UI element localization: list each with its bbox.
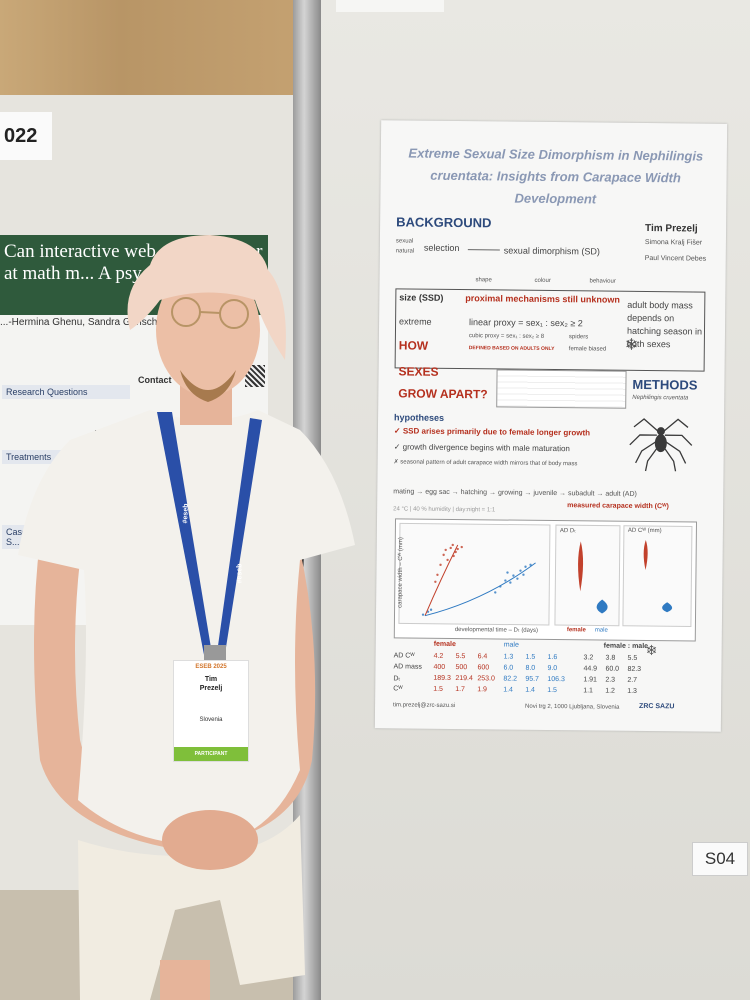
paper-strip	[336, 0, 444, 12]
badge-role: PARTICIPANT	[174, 747, 248, 761]
lanyard-text-2: #eseb	[236, 563, 244, 584]
scientific-poster: Extreme Sexual Size Dimorphism in Nephil…	[374, 120, 728, 732]
results-figure: developmental time – Dₜ (days) carapace …	[393, 518, 698, 642]
lanyard-right	[216, 418, 262, 660]
spider-icon	[629, 418, 693, 472]
lanyard-left	[157, 412, 213, 660]
badge-country: Slovenia	[199, 717, 223, 723]
glasses-right-lens	[219, 299, 249, 329]
name-badge: ESEB 2025 Tim Prezelj Slovenia PARTICIPA…	[173, 660, 249, 762]
female-violin-cw	[643, 539, 648, 570]
left-poster-research-heading: Research Questions	[2, 385, 130, 399]
year-card: 022	[0, 112, 52, 160]
badge-name: Tim Prezelj	[199, 676, 223, 692]
shorts	[78, 815, 305, 1000]
face	[156, 264, 260, 396]
qr-code	[245, 365, 265, 387]
beard	[180, 370, 236, 402]
male-violin-cw	[662, 602, 673, 613]
leg	[160, 960, 210, 1000]
arm-left	[34, 540, 190, 850]
bucket-hat	[127, 235, 286, 360]
board-id-label: S04	[692, 842, 748, 876]
badge-clip	[204, 645, 226, 663]
female-violin-dt	[578, 541, 584, 592]
left-poster-contact: Contact	[138, 375, 172, 385]
male-violin-dt	[596, 599, 608, 614]
results-plots	[398, 522, 693, 627]
lanyard-text-1: #eseb	[182, 503, 190, 524]
clasped-hands	[162, 810, 258, 870]
left-poster-authors: ...-Hermina Ghenu, Sandra Grinschgl...	[0, 317, 174, 328]
tshirt	[18, 410, 355, 845]
badge-logo: ESEB 2025	[195, 664, 227, 670]
male-scatter	[421, 563, 532, 616]
wood-wall	[0, 0, 300, 95]
